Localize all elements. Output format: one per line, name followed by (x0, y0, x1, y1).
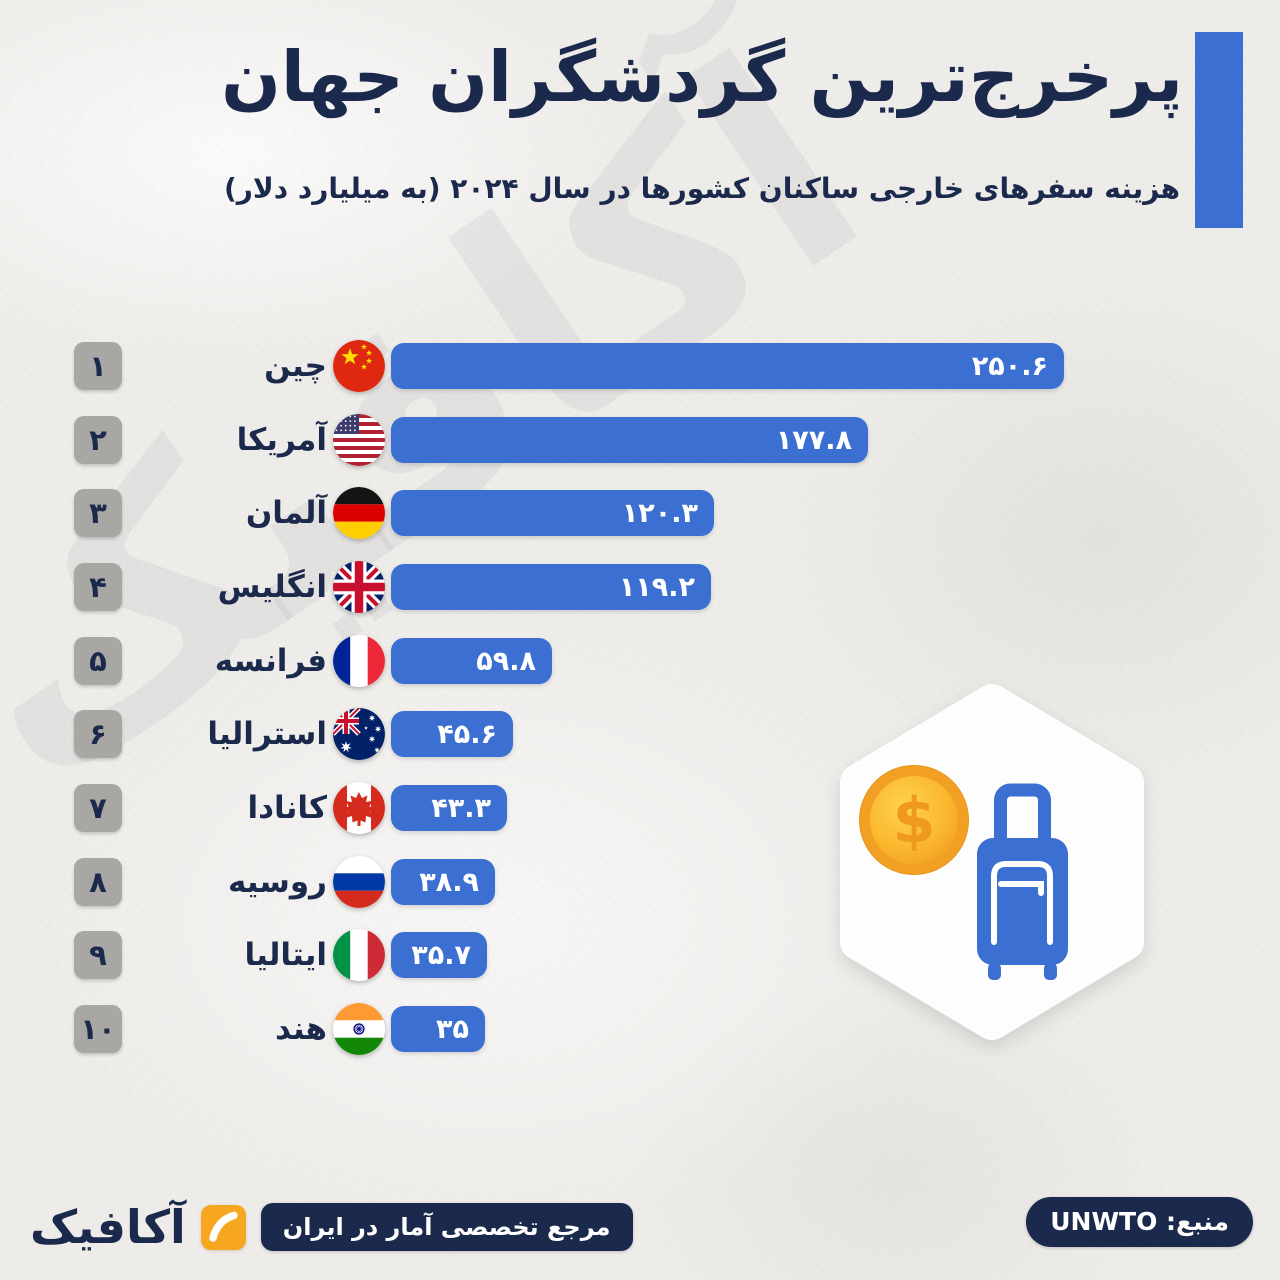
value-bar: ۲۵۰.۶ (391, 343, 1064, 389)
ranking-row: ۷ کانادا ۴۳.۳ (0, 782, 1280, 834)
bar-value-label: ۳۸.۹ (419, 867, 479, 898)
ranking-row: ۳ آلمان ۱۲۰.۳ (0, 487, 1280, 539)
brand-logo: آکافیک مرجع تخصصی آمار در ایران (30, 1201, 633, 1253)
value-bar: ۳۵ (391, 1006, 485, 1052)
value-bar: ۵۹.۸ (391, 638, 552, 684)
ranking-row: ۵ فرانسه ۵۹.۸ (0, 635, 1280, 687)
flag-usa-icon (333, 414, 385, 466)
flag-china-icon (333, 340, 385, 392)
flag-australia-icon (333, 708, 385, 760)
country-label: چین (264, 348, 327, 384)
page-subtitle: هزینه سفرهای خارجی ساکنان کشورها در سال … (223, 172, 1180, 205)
country-label: ایتالیا (244, 937, 328, 973)
value-bar: ۴۵.۶ (391, 711, 513, 757)
country-label: آمریکا (236, 422, 327, 458)
brand-logo-text: آکافیک (30, 1200, 186, 1254)
bar-value-label: ۴۵.۶ (437, 719, 497, 750)
title-accent-bar (1195, 32, 1243, 228)
value-bar: ۱۲۰.۳ (391, 490, 714, 536)
country-label: استرالیا (207, 716, 327, 752)
ranking-row: ۲ آمریکا ۱۷۷.۸ (0, 414, 1280, 466)
bar-value-label: ۱۱۹.۲ (618, 572, 695, 603)
flag-uk-icon (333, 561, 385, 613)
ranking-row: ۹ ایتالیا ۳۵.۷ (0, 929, 1280, 981)
country-label: فرانسه (214, 643, 327, 679)
flag-italy-icon (333, 929, 385, 981)
decorative-travel-badge: $ (820, 676, 1160, 1056)
rank-badge: ۳ (74, 489, 122, 537)
value-bar: ۳۵.۷ (391, 932, 487, 978)
flag-russia-icon (333, 856, 385, 908)
flag-india-icon (333, 1003, 385, 1055)
brand-logo-mark-icon (200, 1204, 246, 1250)
flag-france-icon (333, 635, 385, 687)
rank-badge: ۸ (74, 858, 122, 906)
bar-value-label: ۱۷۷.۸ (775, 425, 852, 456)
source-badge: منبع: UNWTO (1026, 1197, 1253, 1247)
value-bar: ۴۳.۳ (391, 785, 507, 831)
country-label: روسیه (227, 864, 327, 900)
value-bar: ۱۷۷.۸ (391, 417, 868, 463)
brand-tagline-badge: مرجع تخصصی آمار در ایران (260, 1203, 633, 1251)
rank-badge: ۱۰ (74, 1005, 122, 1053)
rank-badge: ۶ (74, 710, 122, 758)
rank-badge: ۷ (74, 784, 122, 832)
dollar-coin-icon: $ (859, 765, 969, 875)
sparkle-icon (843, 759, 869, 785)
bar-value-label: ۵۹.۸ (476, 646, 536, 677)
flag-germany-icon (333, 487, 385, 539)
bar-value-label: ۲۵۰.۶ (971, 351, 1048, 382)
rank-badge: ۱ (74, 342, 122, 390)
value-bar: ۱۱۹.۲ (391, 564, 711, 610)
rank-badge: ۹ (74, 931, 122, 979)
rank-badge: ۵ (74, 637, 122, 685)
country-label: هند (274, 1011, 327, 1047)
bar-value-label: ۳۵.۷ (411, 940, 471, 971)
ranking-row: ۸ روسیه ۳۸.۹ (0, 856, 1280, 908)
value-bar: ۳۸.۹ (391, 859, 495, 905)
bar-value-label: ۳۵ (436, 1014, 469, 1045)
svg-text:$: $ (892, 784, 935, 857)
rank-badge: ۴ (74, 563, 122, 611)
country-label: کانادا (247, 790, 327, 826)
bar-value-label: ۴۳.۳ (431, 793, 491, 824)
ranking-row: ۱ چین ۲۵۰.۶ (0, 340, 1280, 392)
page-title: پرخرج‌ترین گردشگران جهان (221, 36, 1183, 118)
rank-badge: ۲ (74, 416, 122, 464)
ranking-row: ۶ استرالیا ۴۵.۶ (0, 708, 1280, 760)
flag-canada-icon (333, 782, 385, 834)
country-label: آلمان (245, 495, 327, 531)
ranking-row: ۴ انگلیس ۱۱۹.۲ (0, 561, 1280, 613)
suitcase-icon (977, 783, 1068, 980)
country-label: انگلیس (217, 569, 327, 605)
ranking-row: ۱۰ هند ۳۵ (0, 1003, 1280, 1055)
bar-value-label: ۱۲۰.۳ (621, 498, 698, 529)
